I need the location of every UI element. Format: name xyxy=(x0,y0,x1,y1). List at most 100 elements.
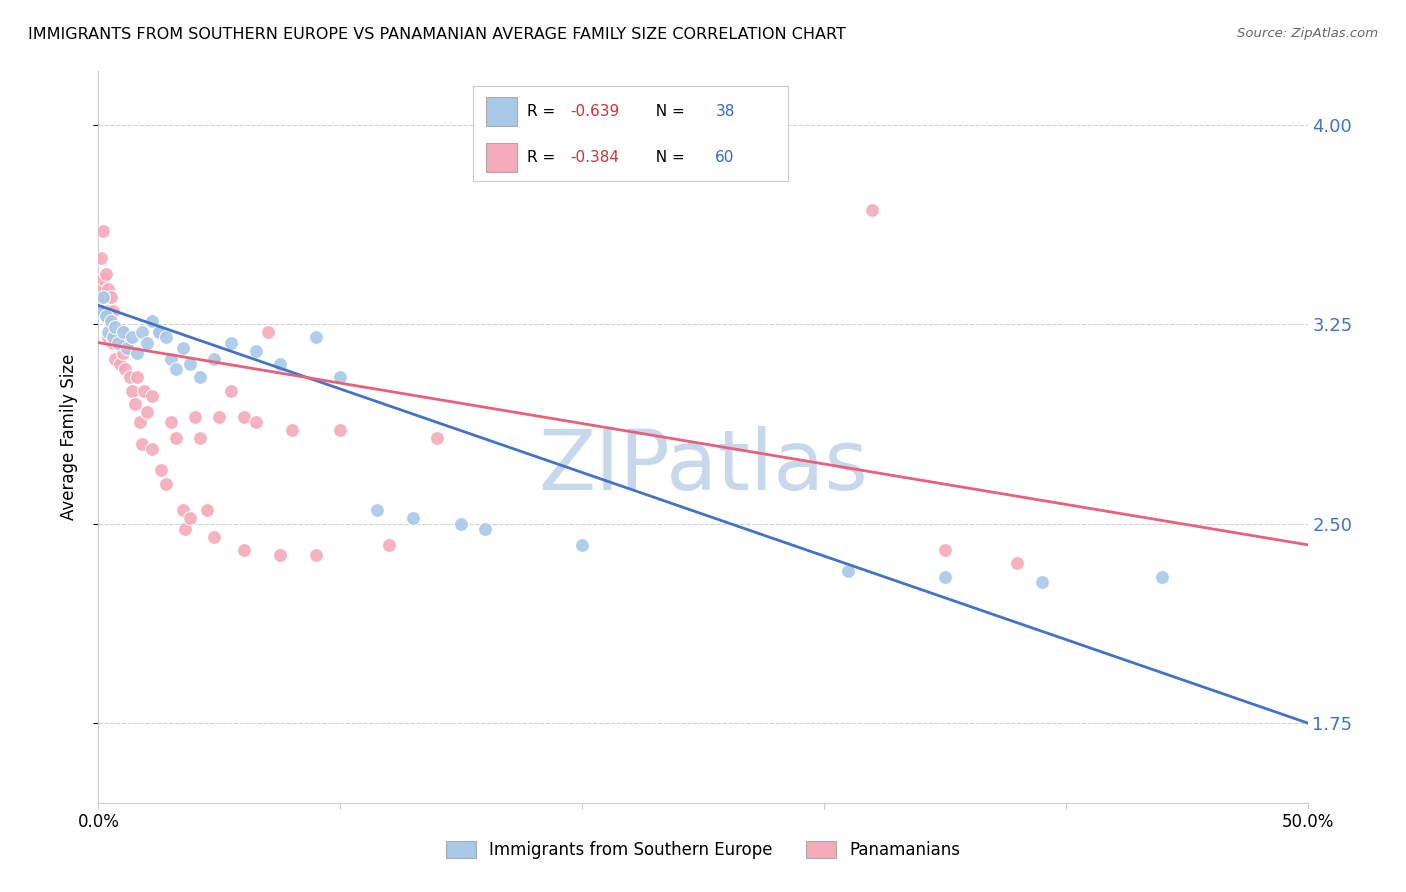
Point xyxy=(111,325,134,339)
Point xyxy=(100,317,122,331)
Point xyxy=(141,314,163,328)
Point xyxy=(305,330,328,344)
Point xyxy=(232,410,254,425)
Point xyxy=(269,549,291,563)
Point xyxy=(172,503,194,517)
Point xyxy=(90,251,112,265)
Point xyxy=(740,165,762,179)
Point xyxy=(934,543,956,558)
Point xyxy=(114,362,136,376)
Point xyxy=(165,431,187,445)
Point xyxy=(204,530,226,544)
Point xyxy=(104,351,127,366)
Point xyxy=(256,325,278,339)
Point xyxy=(305,549,328,563)
Point xyxy=(124,397,146,411)
Point xyxy=(111,325,134,339)
Point xyxy=(101,303,124,318)
Point xyxy=(221,335,243,350)
Point xyxy=(94,290,117,304)
Point xyxy=(131,325,153,339)
Point xyxy=(245,343,267,358)
Point xyxy=(172,341,194,355)
Point xyxy=(571,538,593,552)
Point xyxy=(150,463,173,477)
Point xyxy=(245,416,267,430)
Point xyxy=(269,357,291,371)
Text: Source: ZipAtlas.com: Source: ZipAtlas.com xyxy=(1237,27,1378,40)
Point xyxy=(188,431,211,445)
Point xyxy=(135,405,157,419)
Point xyxy=(91,272,114,286)
Point xyxy=(426,431,449,445)
Point xyxy=(1152,570,1174,584)
Point xyxy=(94,309,117,323)
Point xyxy=(97,330,120,344)
Point xyxy=(91,290,114,304)
Point xyxy=(141,442,163,456)
Point xyxy=(377,538,399,552)
Point xyxy=(329,424,352,438)
Point xyxy=(155,476,177,491)
Y-axis label: Average Family Size: Average Family Size xyxy=(59,354,77,520)
Point xyxy=(450,516,472,531)
Point xyxy=(97,325,120,339)
Point xyxy=(90,283,112,297)
Point xyxy=(131,436,153,450)
Point xyxy=(860,202,883,217)
Point xyxy=(100,290,122,304)
Point xyxy=(174,522,197,536)
Point xyxy=(204,351,226,366)
Point xyxy=(104,319,127,334)
Point xyxy=(128,416,150,430)
Point xyxy=(108,357,131,371)
Text: ZIPatlas: ZIPatlas xyxy=(538,425,868,507)
Point xyxy=(107,335,129,350)
Point xyxy=(101,335,124,350)
Point xyxy=(165,362,187,376)
Text: IMMIGRANTS FROM SOUTHERN EUROPE VS PANAMANIAN AVERAGE FAMILY SIZE CORRELATION CH: IMMIGRANTS FROM SOUTHERN EUROPE VS PANAM… xyxy=(28,27,846,42)
Point xyxy=(97,303,120,318)
Point xyxy=(121,384,143,398)
Point xyxy=(160,416,183,430)
Point xyxy=(104,325,127,339)
Point xyxy=(100,314,122,328)
Point xyxy=(179,357,201,371)
Point xyxy=(221,384,243,398)
Point xyxy=(135,335,157,350)
Point xyxy=(281,424,304,438)
Point xyxy=(179,511,201,525)
Point xyxy=(117,335,139,350)
Point xyxy=(107,335,129,350)
Point xyxy=(366,503,388,517)
Point xyxy=(148,325,170,339)
Point xyxy=(141,389,163,403)
Legend: Immigrants from Southern Europe, Panamanians: Immigrants from Southern Europe, Panaman… xyxy=(437,833,969,868)
Point xyxy=(184,410,207,425)
Point xyxy=(232,543,254,558)
Point xyxy=(134,384,156,398)
Point xyxy=(195,503,218,517)
Point xyxy=(94,309,117,323)
Point xyxy=(155,330,177,344)
Point xyxy=(402,511,425,525)
Point xyxy=(121,330,143,344)
Point xyxy=(91,298,114,312)
Point xyxy=(111,346,134,360)
Point xyxy=(208,410,231,425)
Point xyxy=(94,267,117,281)
Point xyxy=(1031,575,1053,590)
Point xyxy=(160,351,183,366)
Point xyxy=(117,341,139,355)
Point xyxy=(127,346,149,360)
Point xyxy=(97,283,120,297)
Point xyxy=(90,303,112,318)
Point xyxy=(118,370,141,384)
Point xyxy=(329,370,352,384)
Point xyxy=(474,522,496,536)
Point xyxy=(101,330,124,344)
Point xyxy=(1007,557,1029,571)
Point xyxy=(837,565,859,579)
Point xyxy=(934,570,956,584)
Point xyxy=(148,325,170,339)
